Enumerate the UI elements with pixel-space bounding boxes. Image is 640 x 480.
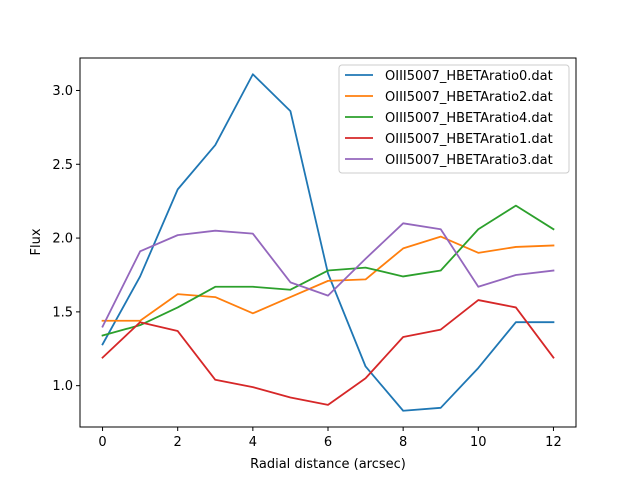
y-tick-label: 2.5: [52, 158, 73, 173]
plot-lines: [101, 73, 555, 412]
x-axis-label: Radial distance (arcsec): [250, 457, 406, 472]
y-tick-label: 3.0: [52, 84, 73, 99]
y-tick-label: 1.5: [52, 305, 73, 320]
x-axis: 0 2 4 6 8 10 12: [98, 427, 562, 450]
x-tick-label: 8: [399, 435, 407, 450]
series-line-1: [101, 235, 555, 322]
series-line-3: [101, 299, 555, 406]
y-tick-label: 2.0: [52, 232, 73, 247]
y-axis-label: Flux: [29, 228, 44, 255]
legend: OIII5007_HBETAratio0.dat OIII5007_HBETAra…: [338, 64, 570, 174]
x-tick-label: 0: [98, 435, 106, 450]
legend-label-4: OIII5007_HBETAratio3.dat: [385, 153, 553, 168]
x-tick-label: 6: [324, 435, 332, 450]
legend-label-1: OIII5007_HBETAratio2.dat: [385, 90, 553, 105]
legend-label-2: OIII5007_HBETAratio4.dat: [385, 111, 553, 126]
x-tick-label: 2: [174, 435, 182, 450]
x-tick-label: 4: [249, 435, 257, 450]
y-tick-label: 1.0: [52, 379, 73, 394]
legend-box: [338, 64, 570, 174]
x-tick-label: 10: [470, 435, 487, 450]
series-line-2: [101, 204, 555, 337]
series-line-4: [101, 222, 555, 328]
x-tick-label: 12: [545, 435, 562, 450]
legend-label-0: OIII5007_HBETAratio0.dat: [385, 69, 553, 84]
series-line-0: [101, 73, 555, 412]
y-axis: 1.0 1.5 2.0 2.5 3.0: [52, 84, 80, 394]
legend-label-3: OIII5007_HBETAratio1.dat: [385, 132, 553, 147]
